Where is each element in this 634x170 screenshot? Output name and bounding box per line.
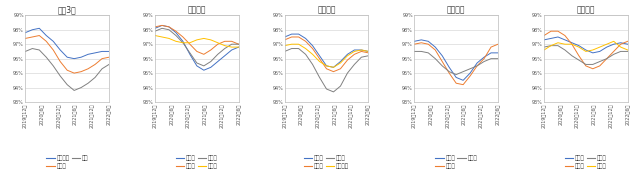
Legend: 品川区, 大田区, 目黒区, 世田谷区: 品川区, 大田区, 目黒区, 世田谷区	[304, 155, 349, 169]
Title: 城東地区: 城東地区	[188, 5, 206, 14]
Title: 城南地区: 城南地区	[317, 5, 336, 14]
Legend: 新宿区, 渋谷区, その他: 新宿区, 渋谷区, その他	[436, 155, 477, 169]
Title: 城西地区: 城西地区	[447, 5, 465, 14]
Legend: 台東区, 江東区, 墓田区, その他: 台東区, 江東区, 墓田区, その他	[176, 155, 217, 169]
Title: 都心3区: 都心3区	[58, 5, 77, 14]
Title: 城北地区: 城北地区	[576, 5, 595, 14]
Legend: 文京区, 豊島区, 板橋区, その他: 文京区, 豊島区, 板橋区, その他	[565, 155, 607, 169]
Legend: 千代田区, 中央区, 港区: 千代田区, 中央区, 港区	[46, 155, 88, 169]
